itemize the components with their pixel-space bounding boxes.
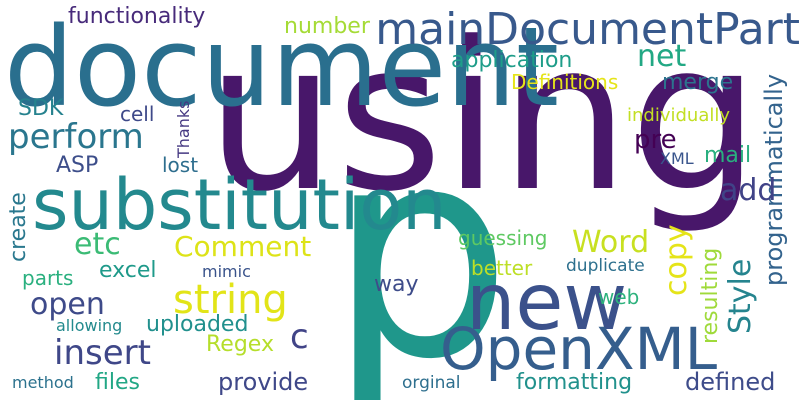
word-open: open <box>30 287 105 322</box>
word-create: create <box>6 192 31 262</box>
word-openxml: OpenXML <box>440 315 718 383</box>
word-copy: copy <box>659 224 694 296</box>
word-thanks: Thanks <box>174 100 193 158</box>
word-perform: perform <box>8 117 144 157</box>
word-substitution: substitution <box>32 164 447 246</box>
word-functionality: functionality <box>68 4 206 29</box>
word-insert: insert <box>54 333 151 373</box>
word-etc: etc <box>74 227 121 262</box>
word-parts: parts <box>22 266 74 290</box>
word-resulting: resulting <box>698 247 723 344</box>
word-method: method <box>12 373 74 392</box>
word-better: better <box>471 256 533 280</box>
word-sdk: SDK <box>18 96 64 121</box>
word-pre: pre <box>634 125 677 155</box>
word-maindocumentpart: mainDocumentPart <box>375 4 800 55</box>
word-web: web <box>598 285 640 309</box>
word-mimic: mimic <box>202 262 251 281</box>
word-asp: ASP <box>56 153 99 178</box>
word-uploaded: uploaded <box>146 312 249 337</box>
word-using: using <box>206 0 760 237</box>
word-orginal: orginal <box>402 373 461 393</box>
word-individually: individually <box>627 105 731 126</box>
word-comment: Comment <box>174 230 312 263</box>
word-files: files <box>95 370 140 395</box>
word-mail: mail <box>704 143 752 168</box>
word-duplicate: duplicate <box>566 256 645 276</box>
word-merge: merge <box>662 70 734 95</box>
word-net: net <box>637 39 687 74</box>
word-application: application <box>451 48 573 73</box>
word-string: string <box>173 277 288 323</box>
word-allowing: allowing <box>56 316 123 335</box>
word-document: document <box>4 3 559 131</box>
word-cell: cell <box>120 102 155 126</box>
word-add: add <box>720 173 777 208</box>
word-lost: lost <box>162 153 199 177</box>
word-formatting: formatting <box>516 370 633 395</box>
word-regex: Regex <box>206 332 274 357</box>
word-word: Word <box>572 225 650 260</box>
word-c: c <box>290 317 309 357</box>
word-number: number <box>284 14 370 39</box>
word-defined: defined <box>685 368 776 396</box>
word-guessing: guessing <box>458 226 548 250</box>
word-xml: XML <box>660 149 694 168</box>
word-excel: excel <box>99 258 157 283</box>
word-provide: provide <box>218 368 309 396</box>
word-way: way <box>374 272 419 297</box>
word-new: new <box>466 258 628 348</box>
word-style: Style <box>723 258 758 334</box>
word-definitions: Definitions <box>511 70 619 94</box>
word-p: p <box>328 86 513 400</box>
